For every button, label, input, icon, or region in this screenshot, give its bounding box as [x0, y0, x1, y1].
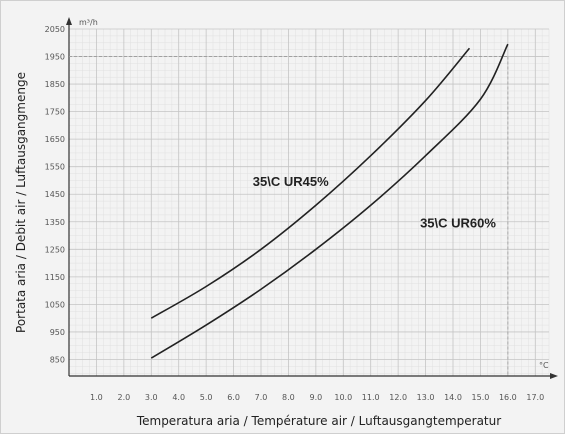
grid-minor — [69, 29, 550, 376]
series-group — [150, 43, 509, 359]
x-tick-label: 5.0 — [200, 393, 213, 402]
x-tick-label: 10.0 — [334, 393, 352, 402]
x-axis-arrow — [550, 373, 558, 379]
x-tick-label: 7.0 — [255, 393, 268, 402]
y-tick-label: 1850 — [45, 80, 65, 89]
x-tick-label: 1.0 — [90, 393, 103, 402]
y-tick-label: 1950 — [45, 53, 65, 62]
curve-labels: 35\C UR45% 35\C UR60% — [253, 174, 497, 230]
y-tick-label: 1250 — [45, 245, 65, 254]
x-tick-label: 14.0 — [444, 393, 462, 402]
x-tick-label: 3.0 — [145, 393, 158, 402]
x-tick-label: 12.0 — [389, 393, 407, 402]
y-tick-label: 850 — [50, 355, 65, 364]
x-tick-label: 8.0 — [282, 393, 295, 402]
y-unit-label: m³/h — [79, 18, 98, 27]
y-tick-label: 1050 — [45, 300, 65, 309]
series-line — [150, 43, 509, 359]
x-tick-label: 9.0 — [309, 393, 322, 402]
y-axis-label: Portata aria / Debit air / Luftausgangme… — [14, 72, 28, 333]
tick-labels: 1.0 2.0 3.0 4.0 5.0 6.0 7.0 8.0 9.0 10.0 11.0 12.0 1… — [45, 25, 545, 402]
y-tick-label: 950 — [50, 328, 65, 337]
x-tick-label: 11.0 — [362, 393, 380, 402]
y-tick-label: 1650 — [45, 135, 65, 144]
x-axis-label: Temperatura aria / Température air / Luf… — [136, 414, 501, 428]
y-tick-label: 1150 — [45, 273, 65, 282]
y-tick-label: 1450 — [45, 190, 65, 199]
x-unit-label: °C — [539, 361, 549, 370]
series-label: 35\C UR45% — [253, 174, 329, 189]
x-tick-label: 4.0 — [172, 393, 185, 402]
y-axis-arrow — [66, 17, 72, 25]
x-tick-label: 13.0 — [417, 393, 435, 402]
x-tick-label: 16.0 — [499, 393, 517, 402]
x-tick-label: 17.0 — [526, 393, 544, 402]
x-tick-label: 2.0 — [117, 393, 130, 402]
y-tick-label: 2050 — [45, 25, 65, 34]
y-tick-label: 1350 — [45, 218, 65, 227]
x-tick-label: 15.0 — [472, 393, 490, 402]
y-tick-label: 1550 — [45, 163, 65, 172]
y-tick-label: 1750 — [45, 108, 65, 117]
x-tick-label: 6.0 — [227, 393, 240, 402]
series-label: 35\C UR60% — [420, 215, 496, 230]
axes — [66, 17, 558, 379]
series-line — [150, 47, 471, 319]
